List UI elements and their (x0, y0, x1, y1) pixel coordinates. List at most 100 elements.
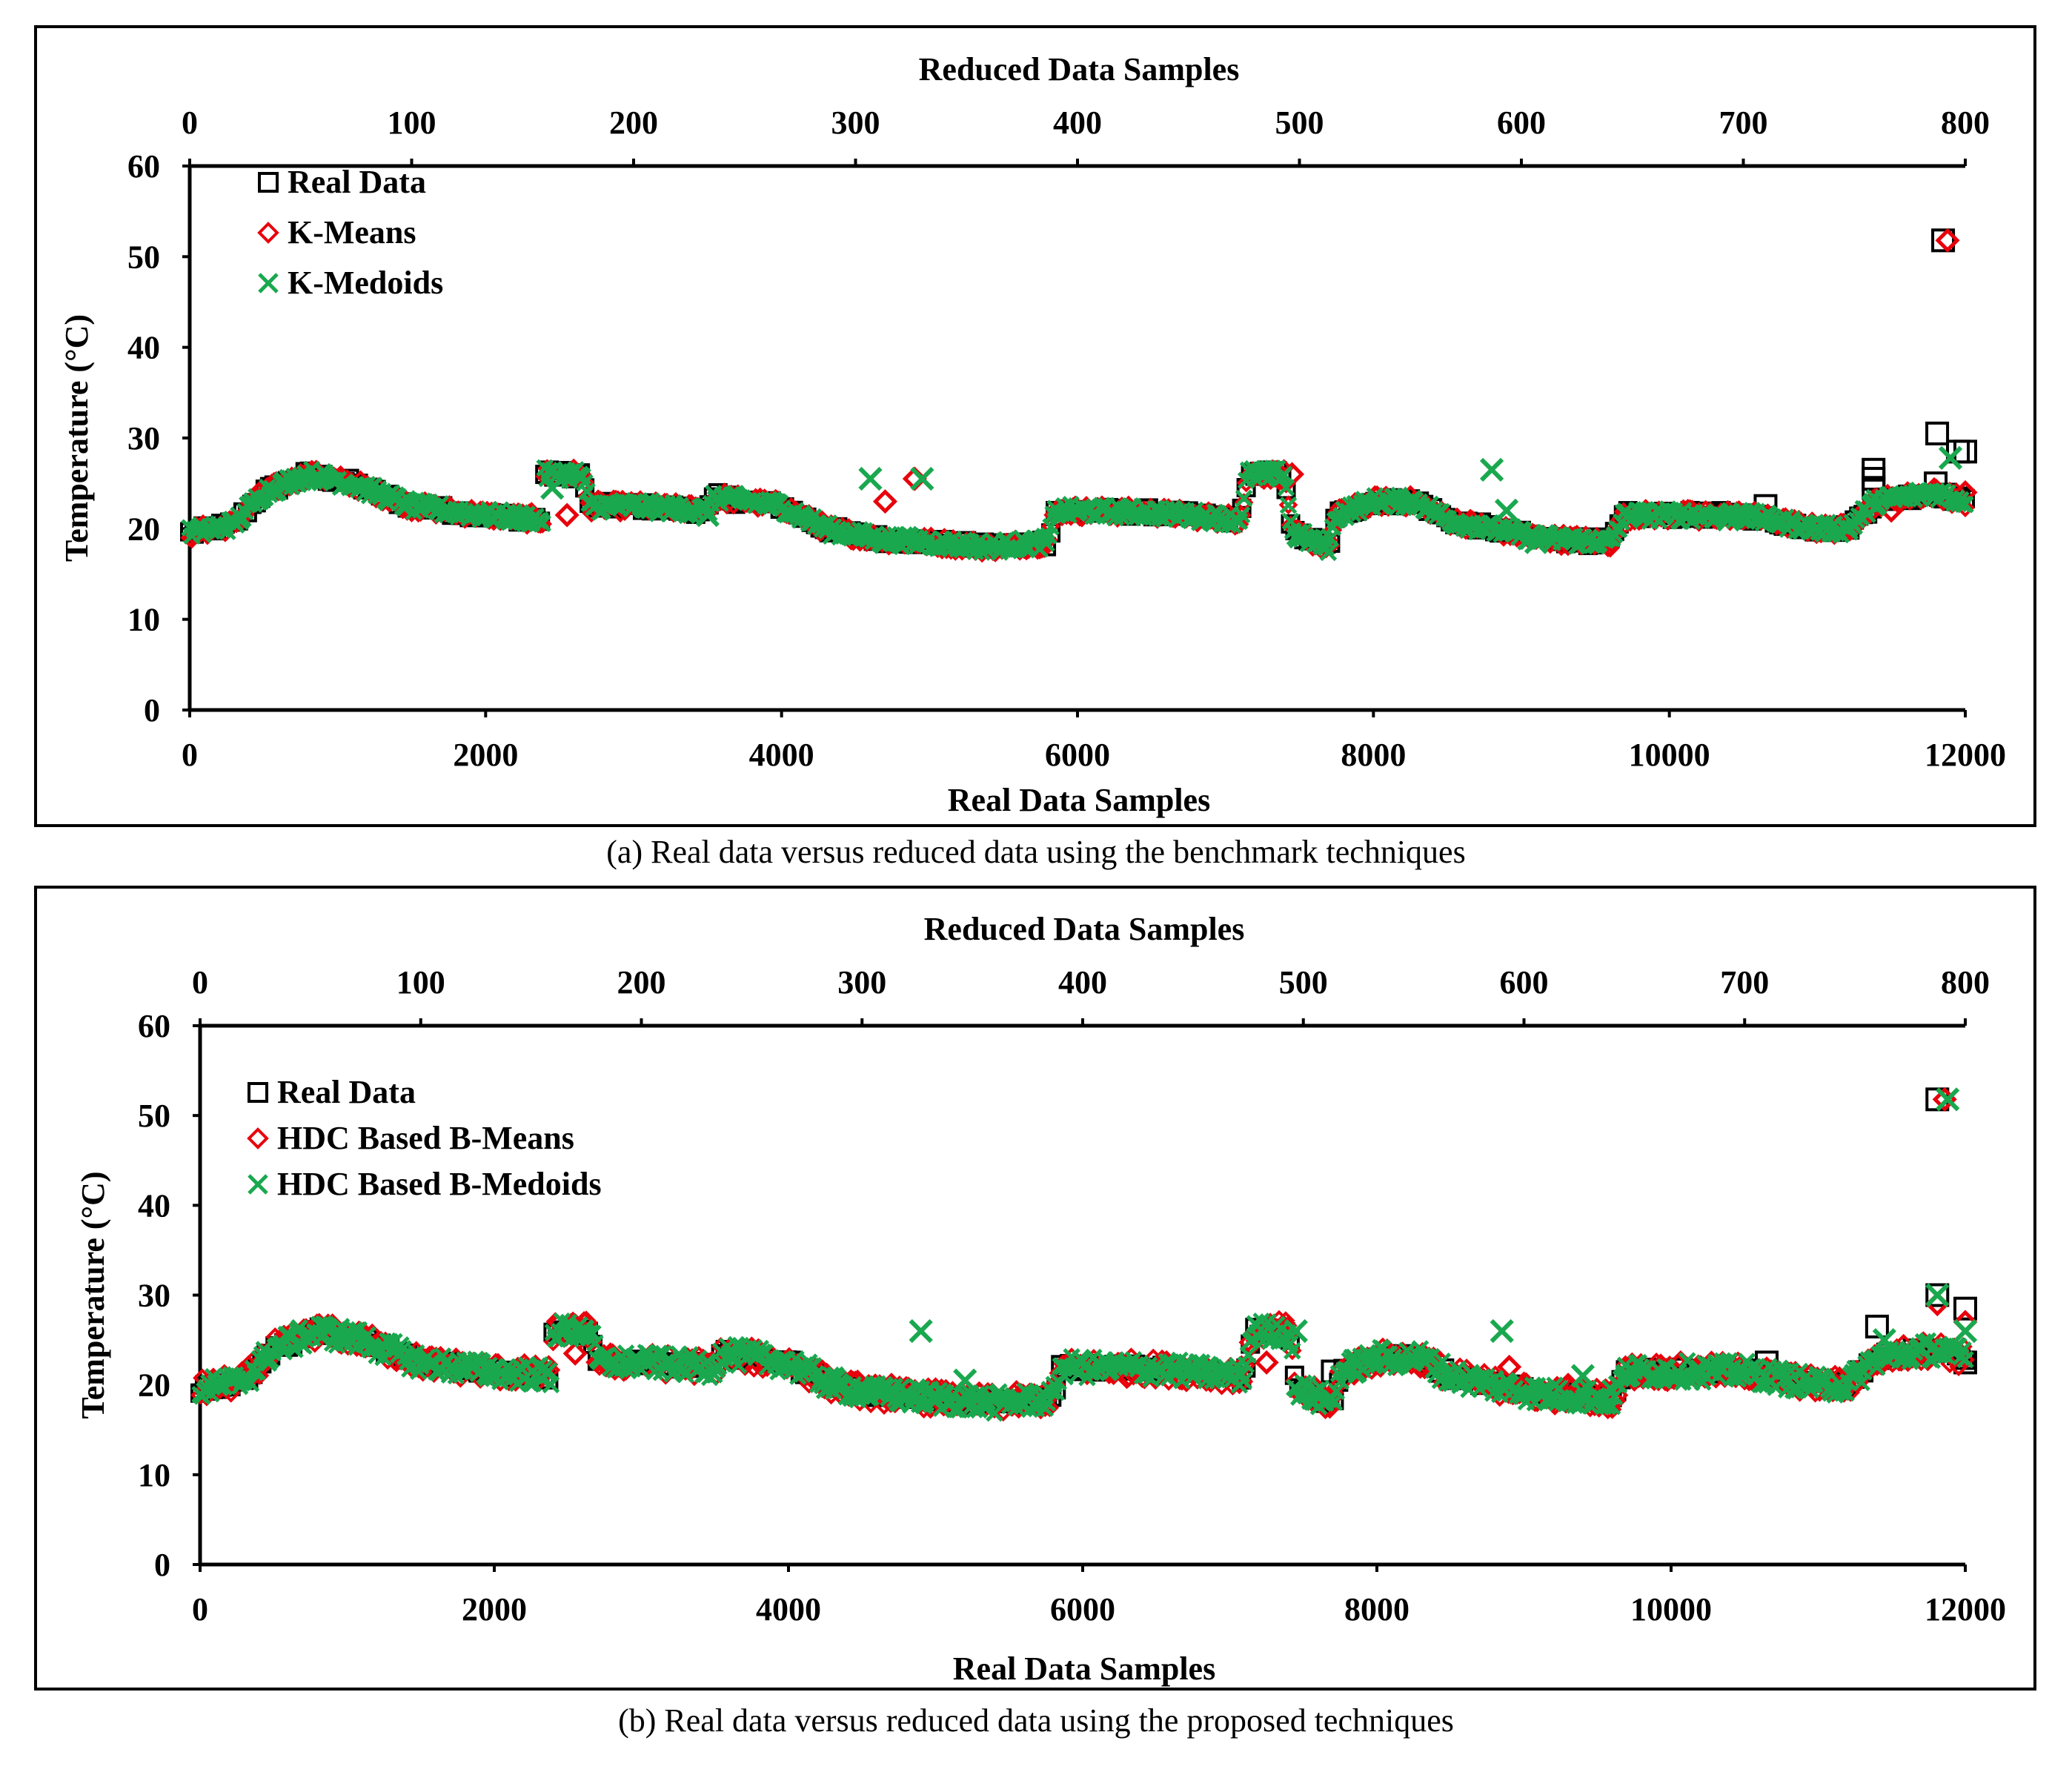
legend-label: HDC Based B-Medoids (277, 1166, 602, 1202)
x-tick-label: 4000 (756, 1591, 821, 1628)
medoid-point (1284, 1342, 1301, 1360)
real-data-point (1925, 1283, 1950, 1307)
medoid-point (540, 476, 565, 500)
top-axis-title: Reduced Data Samples (924, 911, 1245, 947)
medoid-point (1235, 1372, 1253, 1390)
y-tick-label: 10 (127, 602, 160, 638)
x2-tick-label: 300 (837, 964, 886, 1001)
medoid-point (910, 466, 934, 491)
x2-tick-label: 800 (1941, 104, 1990, 141)
x2-tick-label: 200 (609, 104, 658, 141)
x2-tick-label: 600 (1500, 964, 1549, 1001)
medoid-point (1319, 543, 1338, 562)
bottom-axis-title: Real Data Samples (948, 782, 1210, 818)
real-data-point (1865, 1314, 1889, 1338)
medoid-point (290, 1318, 308, 1337)
y-axis-title: Temperature (°C) (59, 314, 95, 562)
medoid-point (1956, 1350, 1974, 1369)
medoid-point (1953, 1318, 1978, 1344)
x-tick-label: 4000 (749, 737, 814, 773)
medoid-point (873, 530, 897, 554)
medoid-point (534, 514, 551, 533)
medoid-point (1835, 517, 1859, 541)
medoid-point (1494, 498, 1519, 522)
medoid-point (858, 466, 883, 491)
x-tick-label: 2000 (453, 737, 518, 773)
caption-b: (b) Real data versus reduced data using … (618, 1702, 1454, 1739)
x2-tick-label: 600 (1497, 104, 1546, 141)
legend-label: Real Data (288, 164, 426, 200)
x2-tick-label: 100 (396, 964, 445, 1001)
medoid-point (1716, 507, 1741, 532)
medoid-point (909, 1318, 933, 1344)
medoid-point (248, 1362, 267, 1381)
x2-tick-label: 0 (192, 964, 208, 1001)
legend-marker (258, 172, 279, 193)
x2-tick-label: 400 (1058, 964, 1107, 1001)
medoid-point (953, 1368, 977, 1393)
medoid-point (1327, 1382, 1346, 1401)
mean-point (872, 489, 897, 514)
medoid-point (1524, 530, 1549, 554)
medoid-point (242, 1374, 260, 1393)
y-tick-label: 50 (138, 1098, 170, 1134)
legend-marker (248, 1082, 268, 1103)
mean-point (554, 502, 580, 528)
x2-tick-label: 500 (1275, 104, 1324, 141)
medoid-point (1250, 462, 1275, 487)
panel-b-frame (34, 886, 2036, 1691)
medoid-point (1277, 479, 1295, 497)
medoid-point (1235, 489, 1253, 508)
real-data-point (1953, 1296, 1977, 1321)
real-data-point (1925, 421, 1950, 445)
medoid-point (1868, 1358, 1886, 1376)
medoid-point (570, 1318, 595, 1344)
real-data-point (1931, 228, 1956, 253)
x2-tick-label: 700 (1720, 964, 1769, 1001)
y-tick-label: 10 (138, 1457, 170, 1493)
medoid-point (727, 1336, 746, 1354)
y-tick-label: 60 (127, 148, 160, 185)
x2-tick-label: 100 (388, 104, 436, 141)
legend-label: Real Data (277, 1074, 416, 1110)
x-tick-label: 6000 (1050, 1591, 1115, 1628)
x-tick-label: 12000 (1925, 737, 2006, 773)
x2-tick-label: 500 (1279, 964, 1328, 1001)
legend-marker (248, 1174, 268, 1195)
medoid-point (1232, 506, 1251, 524)
medoid-point (1479, 457, 1504, 482)
y-tick-label: 20 (127, 511, 160, 547)
y-tick-label: 50 (127, 239, 160, 275)
medoid-point (1678, 1352, 1696, 1370)
medoid-point (695, 502, 720, 528)
x-tick-label: 8000 (1341, 737, 1406, 773)
mean-point (1254, 1350, 1279, 1375)
y-tick-label: 60 (138, 1008, 170, 1044)
bottom-axis-title: Real Data Samples (953, 1650, 1215, 1687)
medoid-point (1925, 1283, 1950, 1307)
y-tick-label: 0 (154, 1547, 170, 1583)
mean-point (1234, 493, 1254, 512)
medoid-point (1598, 1398, 1617, 1416)
medoid-point (1936, 1087, 1960, 1112)
medoid-point (1433, 1353, 1452, 1370)
caption-a: (a) Real data versus reduced data using … (606, 834, 1466, 870)
x2-tick-label: 200 (617, 964, 666, 1001)
x2-tick-label: 300 (831, 104, 880, 141)
medoid-point (345, 1321, 364, 1339)
legend: Real Data HDC Based B-Means HDC Based B-Me… (247, 1074, 602, 1202)
x-tick-label: 0 (192, 1591, 208, 1628)
y-axis-title: Temperature (°C) (75, 1171, 111, 1419)
y-tick-label: 40 (138, 1187, 170, 1224)
legend-label: HDC Based B-Means (277, 1120, 574, 1156)
x2-tick-label: 700 (1719, 104, 1768, 141)
x-tick-label: 10000 (1629, 737, 1710, 773)
x2-tick-label: 0 (182, 104, 198, 141)
medoid-point (1284, 1318, 1308, 1344)
legend-marker (247, 1127, 269, 1149)
medoid-point (729, 1356, 748, 1374)
medoid-point (202, 1384, 220, 1403)
